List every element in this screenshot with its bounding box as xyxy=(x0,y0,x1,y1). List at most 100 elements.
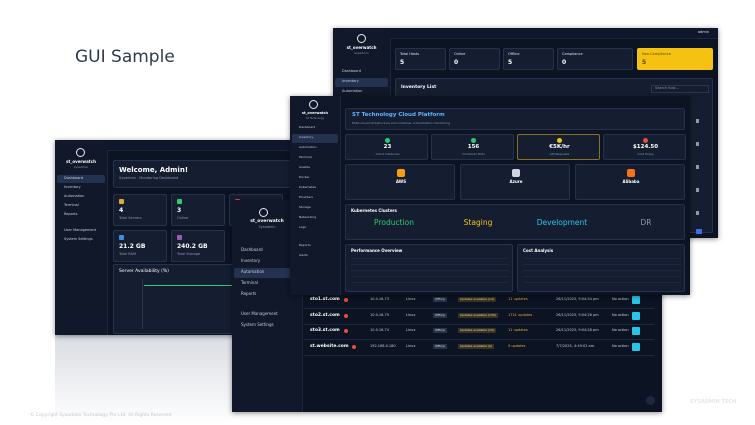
stat-icon xyxy=(471,138,476,143)
nav-active xyxy=(335,78,388,87)
cloud-stat: €5K/hr API Requests xyxy=(517,134,600,160)
stat-card: Offline 5 xyxy=(503,48,554,70)
cloud-stat: 156 Container Pods xyxy=(431,134,514,160)
ip: 10.0.16.73 xyxy=(370,297,389,301)
user-menu: admin xyxy=(698,30,709,34)
status-badge: Offline xyxy=(433,297,447,302)
logo xyxy=(76,148,85,157)
nav-item: Terminal xyxy=(241,280,258,285)
provider-name: AWS xyxy=(395,179,407,184)
footer: © Copyright Sysadmin Technology Pte Ltd.… xyxy=(30,413,172,418)
metric-line xyxy=(351,264,509,265)
action: No action xyxy=(612,297,629,301)
card-label: Total RAM xyxy=(119,252,136,256)
cost-panel: Cost Analysis xyxy=(517,244,685,292)
nav-item: Automation xyxy=(342,89,363,93)
cluster-name: Production xyxy=(374,218,414,227)
row-icon xyxy=(696,119,699,123)
stat-card: 21.2 GB Total RAM xyxy=(113,230,167,262)
row-divider xyxy=(304,354,654,356)
row-icon xyxy=(696,188,699,192)
ip: 10.0.16.75 xyxy=(370,312,389,317)
update-badge: Updates available (130) xyxy=(458,312,498,318)
card-label: Total Storage xyxy=(177,252,200,256)
platform-subtitle: Multi-cloud infrastructure and container… xyxy=(352,121,450,125)
last-run: 26/11/2025, 9:04:34 pm xyxy=(556,297,599,301)
stat-label: Online xyxy=(454,52,466,56)
host: st.website.com xyxy=(310,343,349,349)
metric-line xyxy=(523,282,681,283)
nav-item: Inventory xyxy=(342,79,359,83)
status-badge: Offline xyxy=(433,343,447,349)
card-icon xyxy=(119,199,124,204)
nav-item: Alerts xyxy=(299,253,308,257)
stat-value: $124.50 xyxy=(632,144,659,150)
page-button xyxy=(696,229,702,234)
stat-value: €5K/hr xyxy=(549,144,570,150)
search-box: Search host... xyxy=(651,85,709,93)
chat-button xyxy=(646,396,655,405)
os: Linux xyxy=(406,328,416,332)
host: sto1.st.com xyxy=(310,297,340,302)
action: No action xyxy=(612,328,629,332)
app-role: ST Technology xyxy=(306,117,324,120)
nav-item: Providers xyxy=(299,195,313,199)
status-dot xyxy=(343,329,348,333)
last-run: 26/11/2025, 9:04:28 pm xyxy=(556,328,599,332)
nav-item: Dashboard xyxy=(342,69,361,73)
stat-card: Compliance 0 xyxy=(557,48,633,70)
status-dot xyxy=(343,298,348,302)
metric-line xyxy=(351,276,509,277)
os: Linux xyxy=(406,297,416,301)
app-role: Sysadmin xyxy=(354,51,369,55)
metric-line xyxy=(351,282,509,283)
logo xyxy=(309,100,318,109)
cluster-name: Development xyxy=(536,218,588,227)
action-button xyxy=(632,311,640,320)
stat-label: Cloud Instances xyxy=(375,152,400,156)
os: Linux xyxy=(406,343,416,348)
action: No action xyxy=(612,312,629,317)
card-icon xyxy=(119,235,124,240)
metric-line xyxy=(523,258,681,259)
stat-icon xyxy=(557,138,562,143)
status-dot xyxy=(343,313,348,318)
nav-item: Terminal xyxy=(64,203,79,207)
nav-active xyxy=(57,175,105,183)
nav-item: Dashboard xyxy=(299,125,316,129)
stat-icon xyxy=(385,138,390,143)
chart-title: Server Availability (%) xyxy=(119,269,169,274)
nav-item: Inventory xyxy=(299,135,314,139)
row-divider xyxy=(304,323,654,325)
stat-label: Non-Compliance xyxy=(642,52,671,56)
nav-item: Ansible xyxy=(299,165,310,169)
nav-item: Storage xyxy=(299,205,311,209)
clusters-panel: Kubernetes Clusters Production Staging Deve… xyxy=(345,204,685,240)
app-name: st_overwatch xyxy=(346,45,377,50)
chart-axis xyxy=(142,279,143,329)
metric-line xyxy=(351,270,509,271)
cluster-name: DR xyxy=(640,218,652,227)
card-icon xyxy=(177,235,182,240)
provider-name: Alibaba xyxy=(622,179,640,184)
clusters-title: Kubernetes Clusters xyxy=(351,208,397,213)
update-badge: Updates available (9) xyxy=(458,343,495,349)
nav-item: Automation xyxy=(64,194,85,198)
header-panel: ST Technology Cloud Platform Multi-cloud … xyxy=(345,108,685,130)
nav-item: Reports xyxy=(241,291,257,296)
update-badge: Updates available (14) xyxy=(458,297,497,302)
row-icon xyxy=(696,165,699,169)
stat-label: Cost Today xyxy=(637,152,654,156)
platform-title: ST Technology Cloud Platform xyxy=(352,112,445,118)
stat-value: 23 xyxy=(383,144,392,150)
row-icon xyxy=(696,211,699,215)
stat-value: 0 xyxy=(562,59,567,66)
cost-title: Cost Analysis xyxy=(523,248,554,253)
nav-item: Automation xyxy=(299,145,317,149)
nav-item: Inventory xyxy=(64,185,81,189)
row-divider xyxy=(304,308,654,309)
stat-card: 240.2 GB Total Storage xyxy=(171,230,225,262)
card-icon xyxy=(177,199,182,204)
logo xyxy=(357,34,366,43)
nav-item: Reports xyxy=(299,243,311,247)
